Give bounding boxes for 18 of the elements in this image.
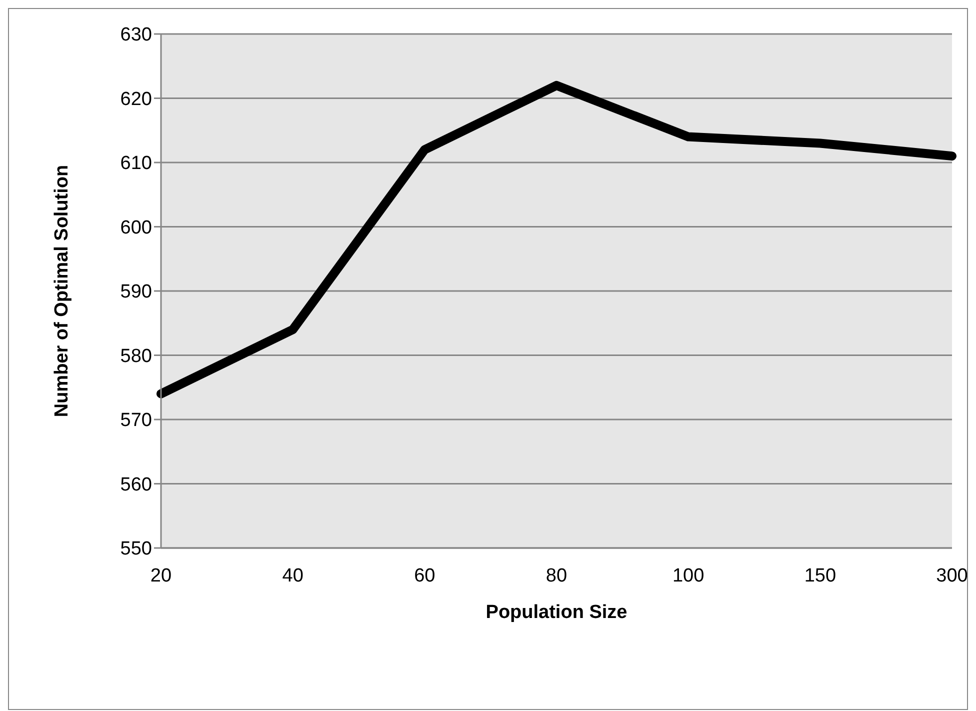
- y-tick-label: 610: [120, 153, 152, 174]
- x-tick-label: 300: [936, 565, 968, 586]
- y-tick-label: 560: [120, 474, 152, 496]
- y-tick-label: 590: [120, 282, 152, 303]
- x-axis-title: Population Size: [486, 602, 628, 623]
- y-axis-title: Number of Optimal Solution: [52, 164, 73, 418]
- x-tick-label: 20: [150, 565, 172, 586]
- y-tick-label: 630: [120, 24, 152, 46]
- x-tick-label: 80: [546, 565, 568, 586]
- y-tick-label: 570: [120, 410, 152, 432]
- y-tick-label: 580: [120, 346, 152, 367]
- y-tick-label: 550: [120, 538, 152, 560]
- x-tick-label: 100: [672, 565, 704, 586]
- y-tick-label: 620: [120, 88, 152, 110]
- x-tick-label: 60: [414, 565, 436, 586]
- x-tick-label: 40: [282, 565, 304, 586]
- y-tick-label: 600: [120, 217, 152, 238]
- x-tick-label: 150: [804, 565, 836, 586]
